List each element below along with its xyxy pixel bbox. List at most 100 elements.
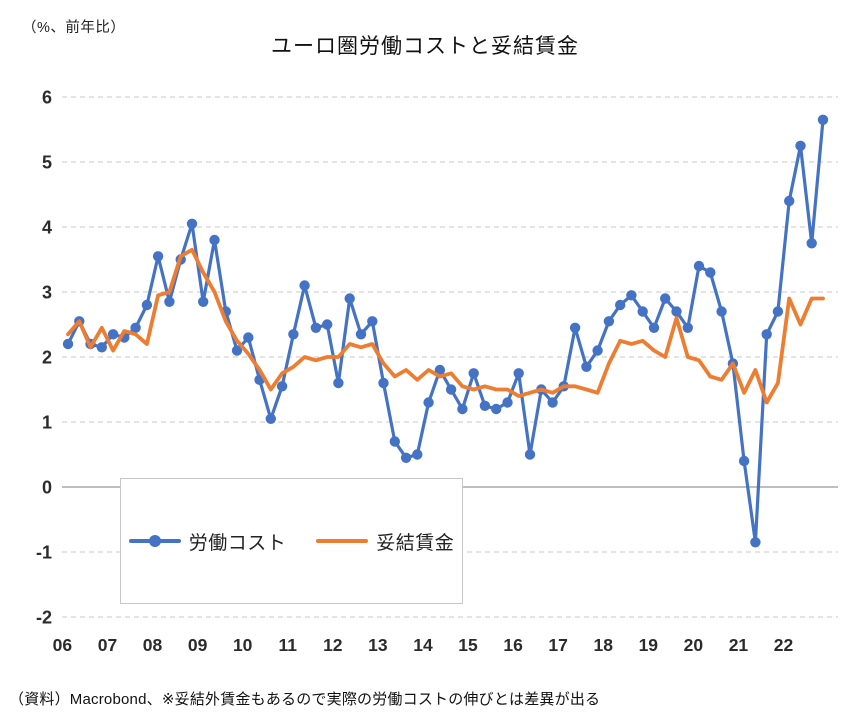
labor-cost-marker <box>637 306 648 317</box>
labor-cost-marker <box>62 338 74 350</box>
labor-cost-marker <box>693 260 705 272</box>
labor-cost-marker <box>265 413 276 424</box>
x-tick-label-09: 09 <box>188 635 208 655</box>
labor-cost-marker <box>682 322 693 333</box>
labor-cost-marker <box>716 306 727 317</box>
x-tick-label-16: 16 <box>503 635 523 655</box>
legend-label-negotiated-wages: 妥結賃金 <box>376 532 455 554</box>
labor-cost-marker <box>389 436 400 447</box>
negotiated-wages-line-sample <box>316 534 369 548</box>
labor-cost-marker <box>141 299 153 311</box>
labor-cost-marker <box>423 397 434 408</box>
x-tick-label-12: 12 <box>323 635 343 655</box>
x-tick-label-10: 10 <box>233 635 253 655</box>
labor-cost-marker <box>795 140 806 151</box>
labor-cost-marker <box>513 368 524 379</box>
labor-cost-marker <box>660 293 671 304</box>
labor-cost-marker <box>817 114 829 126</box>
legend-label-labor-cost: 労働コスト <box>188 532 287 554</box>
labor-cost-marker <box>333 377 344 389</box>
x-tick-label-18: 18 <box>594 635 614 655</box>
labor-cost-marker <box>592 345 603 356</box>
labor-cost-marker <box>547 397 558 408</box>
labor-cost-marker <box>107 329 119 340</box>
y-tick-label-0: 0 <box>42 478 52 498</box>
source-note: （資料）Macrobond、※妥結外賃金もあるので実際の労働コストの伸びとは差異… <box>9 691 601 708</box>
labor-cost-marker <box>648 322 660 333</box>
labor-cost-marker <box>310 322 322 333</box>
y-tick-label-4: 4 <box>42 218 52 238</box>
chart-title: ユーロ圏労働コストと妥結賃金 <box>271 35 579 58</box>
labor-cost-line <box>66 118 825 544</box>
x-tick-label-06: 06 <box>53 635 73 655</box>
legend-item-labor-cost: 労働コスト <box>128 528 287 555</box>
labor-cost-marker <box>96 342 108 353</box>
labor-cost-marker <box>130 322 141 333</box>
labor-cost-marker <box>705 267 716 278</box>
y-tick-label-5: 5 <box>42 153 52 173</box>
x-tick-label-17: 17 <box>548 635 567 655</box>
labor-cost-marker <box>198 296 209 307</box>
x-tick-label-14: 14 <box>413 635 433 655</box>
labor-cost-marker <box>445 384 457 395</box>
labor-cost-marker <box>671 306 682 317</box>
labor-cost-marker <box>355 329 367 340</box>
legend-item-negotiated-wages: 妥結賃金 <box>316 528 454 555</box>
labor-cost-marker <box>457 403 468 415</box>
x-tick-label-08: 08 <box>143 635 163 655</box>
labor-cost-marker <box>615 299 626 311</box>
labor-cost-marker <box>243 332 254 343</box>
y-tick-label-2: 2 <box>42 348 52 368</box>
labor-cost-marker <box>400 452 412 463</box>
labor-cost-marker <box>603 316 615 327</box>
x-tick-label-11: 11 <box>279 635 298 655</box>
labor-cost-marker <box>750 537 761 548</box>
y-axis-unit-label: （%、前年比） <box>22 20 126 36</box>
legend-circle-marker <box>148 535 161 547</box>
x-tick-label-20: 20 <box>684 635 704 655</box>
labor-cost-marker <box>524 449 536 460</box>
labor-cost-marker <box>569 322 581 333</box>
labor-cost-marker <box>152 251 164 262</box>
y-tick-label-1: 1 <box>42 413 52 433</box>
negotiated-wages-line <box>66 247 825 405</box>
labor-cost-marker <box>761 329 772 340</box>
labor-cost-marker <box>209 234 220 246</box>
labor-cost-marker <box>164 296 175 307</box>
labor-cost-marker <box>367 316 378 327</box>
legend-box: 労働コスト 妥結賃金 <box>120 478 463 604</box>
labor-cost-marker <box>502 397 513 408</box>
labor-cost-marker <box>231 345 243 356</box>
y-tick-label-3: 3 <box>42 283 52 303</box>
labor-cost-marker <box>299 280 310 291</box>
labor-cost-marker <box>434 364 446 376</box>
labor-cost-marker <box>378 377 389 389</box>
labor-cost-marker <box>186 218 198 229</box>
labor-cost-marker <box>806 238 817 249</box>
labor-cost-marker <box>772 306 784 317</box>
x-tick-label-22: 22 <box>774 635 794 655</box>
labor-cost-marker <box>784 195 795 207</box>
labor-cost-marker <box>288 329 299 340</box>
legend-line-swatch <box>316 539 369 543</box>
y-tick-label--1: -1 <box>36 543 52 563</box>
labor-cost-marker <box>322 319 333 330</box>
y-tick-label-6: 6 <box>42 88 52 108</box>
labor-cost-marker <box>491 403 502 415</box>
x-tick-label-15: 15 <box>458 635 478 655</box>
x-tick-label-07: 07 <box>98 635 117 655</box>
x-tick-label-19: 19 <box>639 635 659 655</box>
labor-cost-line-marker-sample <box>128 534 181 548</box>
x-tick-label-21: 21 <box>729 635 749 655</box>
labor-cost-marker <box>344 293 355 304</box>
labor-cost-marker <box>412 449 423 460</box>
labor-cost-marker <box>479 400 491 411</box>
labor-cost-marker <box>581 361 592 372</box>
x-tick-label-13: 13 <box>368 635 388 655</box>
y-tick-label--2: -2 <box>36 608 52 628</box>
labor-cost-marker <box>276 381 288 392</box>
labor-cost-marker <box>626 290 637 301</box>
labor-cost-marker <box>468 368 479 379</box>
